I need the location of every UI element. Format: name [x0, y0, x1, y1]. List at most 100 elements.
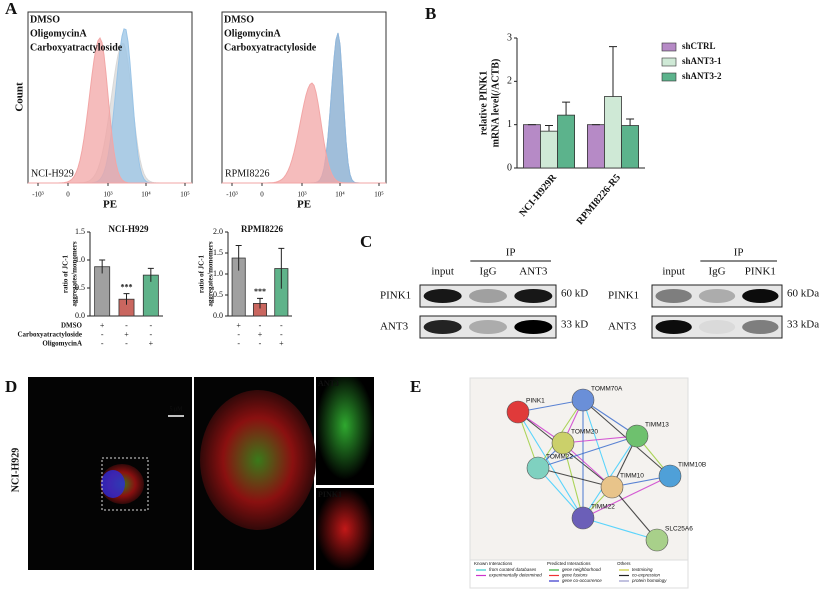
y-tick-label: 2.0: [213, 227, 223, 236]
y-tick-label: 1.5: [213, 248, 223, 257]
node-label: PINK1: [526, 398, 545, 405]
blot-band: [698, 289, 736, 303]
legend-swatch: [661, 42, 677, 52]
row-label: PINK1: [380, 290, 411, 302]
network-edge: [537, 435, 638, 469]
x-tick-label: 10⁵: [374, 191, 384, 199]
panel-label: A: [5, 0, 18, 18]
network-node: [658, 464, 682, 488]
bar: [557, 114, 575, 169]
network-edge: [537, 467, 613, 488]
node-label: SLC25A6: [665, 526, 693, 533]
size-label: 33 kDa: [787, 319, 819, 331]
x-tick-label: -10³: [226, 191, 237, 199]
treatment-mark: -: [237, 330, 240, 339]
bar: [523, 124, 541, 169]
y-tick-label: 3: [507, 32, 512, 43]
y-axis-label: aggregates/monomers: [207, 241, 215, 306]
blot-band: [742, 320, 779, 334]
legend-item: gene fusions: [562, 573, 588, 578]
x-tick-label: 10⁴: [141, 191, 151, 199]
bar: [94, 266, 111, 317]
blot-band: [514, 289, 553, 303]
treatment-mark: -: [259, 339, 262, 348]
zoom-box: [101, 457, 149, 511]
legend-item: protein homology: [631, 578, 667, 583]
treatment-mark: -: [237, 339, 240, 348]
treatment-label: OligomycinA: [42, 340, 82, 348]
legend-item: gene co-occurrence: [562, 578, 602, 583]
x-tick-label: 10⁴: [335, 191, 345, 199]
blot-band: [655, 289, 692, 303]
channel-pink1: [316, 488, 374, 570]
legend-label: shANT3-1: [682, 56, 722, 66]
row-label: PINK1: [608, 290, 639, 302]
y-axis-label: aggregates/monomers: [71, 241, 79, 306]
network-node: [600, 475, 624, 499]
y-tick-label: 1: [507, 119, 512, 130]
bar: [540, 130, 558, 169]
network-frame: [469, 377, 689, 589]
network-node: [571, 388, 595, 412]
x-tick-label: 10³: [103, 191, 112, 199]
flow-legend: OligomycinA: [224, 28, 281, 39]
treatment-mark: -: [125, 321, 128, 330]
channel-ant3: [316, 377, 374, 485]
error-bar: [278, 247, 285, 269]
legend-item: gene neighborhood: [562, 567, 601, 572]
legend-label: shANT3-2: [682, 71, 722, 81]
treatment-mark: +: [258, 330, 263, 339]
row-label: ANT3: [608, 321, 637, 333]
y-tick-label: 2: [507, 76, 512, 87]
flow-legend: DMSO: [30, 14, 60, 25]
nucleus: [101, 470, 125, 498]
treatment-mark: +: [124, 330, 129, 339]
y-axis-label: Count: [14, 82, 26, 112]
node-label: TIMM10: [620, 473, 644, 480]
y-axis-label: ratio of JC-1: [62, 254, 70, 293]
treatment-mark: -: [259, 321, 262, 330]
node-label: TIMM22: [591, 504, 615, 511]
lane-label: IgG: [708, 266, 725, 278]
treatment-mark: -: [125, 339, 128, 348]
treatment-mark: -: [149, 321, 152, 330]
error-bar: [147, 267, 154, 276]
x-axis-label: PE: [103, 199, 117, 211]
size-label: 60 kDa: [787, 288, 819, 300]
lane-label: input: [662, 266, 685, 278]
error-bar: [609, 46, 617, 97]
flow-cell: RPMI8226: [225, 168, 269, 179]
size-label: 60 kD: [561, 288, 588, 300]
y-tick-label: 1.5: [75, 227, 85, 236]
treatment-mark: -: [101, 330, 104, 339]
legend-title: Others: [617, 561, 631, 566]
node-label: TOMM20: [571, 429, 598, 436]
error-bar: [545, 125, 553, 132]
legend-item: textmining: [632, 567, 653, 572]
lane-label: IgG: [479, 266, 496, 278]
x-tick-label: 10³: [297, 191, 306, 199]
treatment-mark: -: [149, 330, 152, 339]
flow-histogram: [222, 82, 386, 184]
lane-label: input: [431, 266, 454, 278]
flow-legend: Carboxyatractyloside: [30, 42, 123, 53]
flow-cell: NCI-H929: [31, 168, 74, 179]
legend-item: experimentally determined: [489, 573, 542, 578]
network-edge: [582, 399, 613, 488]
panel-label: D: [5, 377, 17, 396]
lane-label: PINK1: [745, 266, 776, 278]
ip-label: IP: [506, 247, 516, 259]
network-node: [526, 456, 550, 480]
zoom-cell: [200, 390, 316, 530]
node-label: TIMM10B: [678, 462, 706, 469]
treatment-label: Carboxyatractyloside: [17, 331, 82, 339]
annotation: ***: [121, 282, 133, 291]
network-edge: [582, 475, 671, 519]
network-node: [506, 400, 530, 424]
y-tick-label: 0.0: [75, 311, 85, 320]
bar: [621, 125, 639, 169]
size-label: 33 kD: [561, 319, 588, 331]
legend-item: from curated databases: [489, 567, 537, 572]
network-node: [551, 431, 575, 455]
chart-title: RPMI8226: [241, 224, 283, 234]
